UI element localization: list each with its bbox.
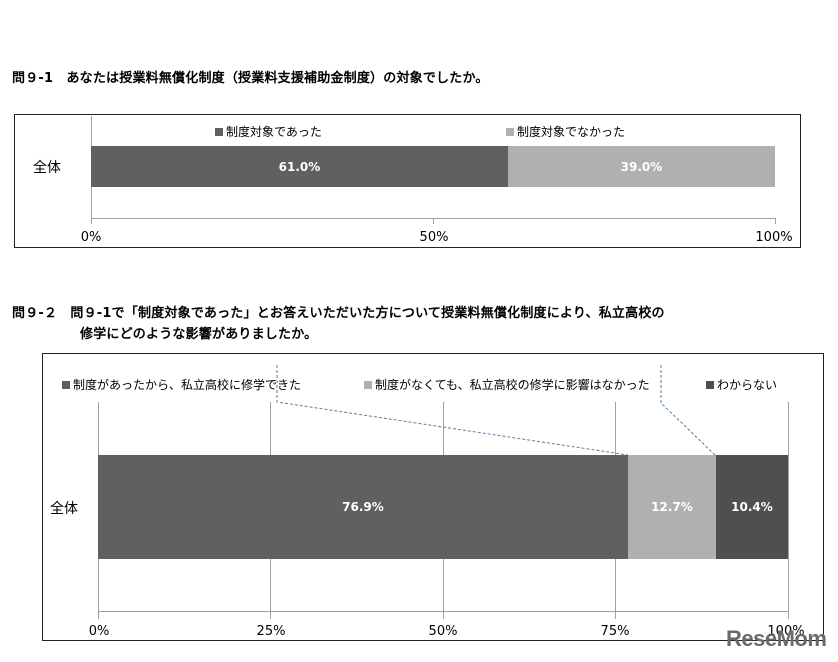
chart2-gridline-100 [788,402,789,619]
bar-value-label: 12.7% [651,500,693,514]
bar-value-label: 61.0% [278,159,321,174]
chart2-legend-item-3: わからない [706,376,777,393]
chart1-tick-50 [433,218,434,224]
chart2-legend-item-1: 制度があったから、私立高校に修学できた [62,376,301,393]
chart2-category-label: 全体 [50,501,78,517]
legend-label: 制度があったから、私立高校に修学できた [73,378,302,392]
chart2-legend-item-2: 制度がなくても、私立高校の修学に影響はなかった [364,376,650,393]
legend-label: 制度がなくても、私立高校の修学に影響はなかった [375,378,650,392]
chart2-x-axis [98,611,789,612]
q1-title: 問９-1 あなたは授業料無償化制度（授業料支援補助金制度）の対象でしたか。 [12,71,489,86]
legend-swatch-dark [62,380,70,389]
chart1-legend-item-1: 制度対象であった [215,123,322,140]
legend-label: 制度対象であった [226,125,322,139]
chart1-legend-item-2: 制度対象でなかった [506,123,625,140]
legend-label: わからない [717,378,778,392]
chart2-bar-segment-3: 10.4% [716,455,788,559]
chart2-bar-segment-1: 76.9% [98,455,628,559]
chart2-bar-segment-2: 12.7% [628,455,716,559]
bar-value-label: 39.0% [620,159,663,174]
bar-value-label: 76.9% [342,500,384,514]
legend-swatch-light [364,380,372,389]
legend-swatch-light [506,127,514,136]
chart1-tick-label-50: 50% [419,230,449,245]
chart2-tick-label-75: 75% [600,624,630,639]
chart1-tick-label-0: 0% [80,230,102,245]
chart1-tick-label-100: 100% [755,230,793,245]
chart2-tick-label-25: 25% [256,624,286,639]
bar-value-label: 10.4% [731,500,773,514]
chart1-bar-segment-1: 61.0% [91,146,508,187]
legend-swatch-dark [215,127,223,136]
chart1-tick-100 [775,218,776,224]
q2-title-line2: 修学にどのような影響がありましたか。 [80,327,318,342]
chart1-tick-0 [91,218,92,224]
chart1-category-label: 全体 [33,160,61,176]
resemom-logo: ReseMom [726,626,827,651]
legend-swatch-darker [706,380,714,389]
chart2-tick-label-100: 100% [767,624,805,639]
chart2-tick-label-50: 50% [428,624,458,639]
legend-label: 制度対象でなかった [517,125,626,139]
q2-title-line1: 問９-２ 問９-1で「制度対象であった」とお答えいただいた方について授業料無償化… [12,306,665,321]
chart1-bar-segment-2: 39.0% [508,146,775,187]
chart2-tick-label-0: 0% [88,624,110,639]
